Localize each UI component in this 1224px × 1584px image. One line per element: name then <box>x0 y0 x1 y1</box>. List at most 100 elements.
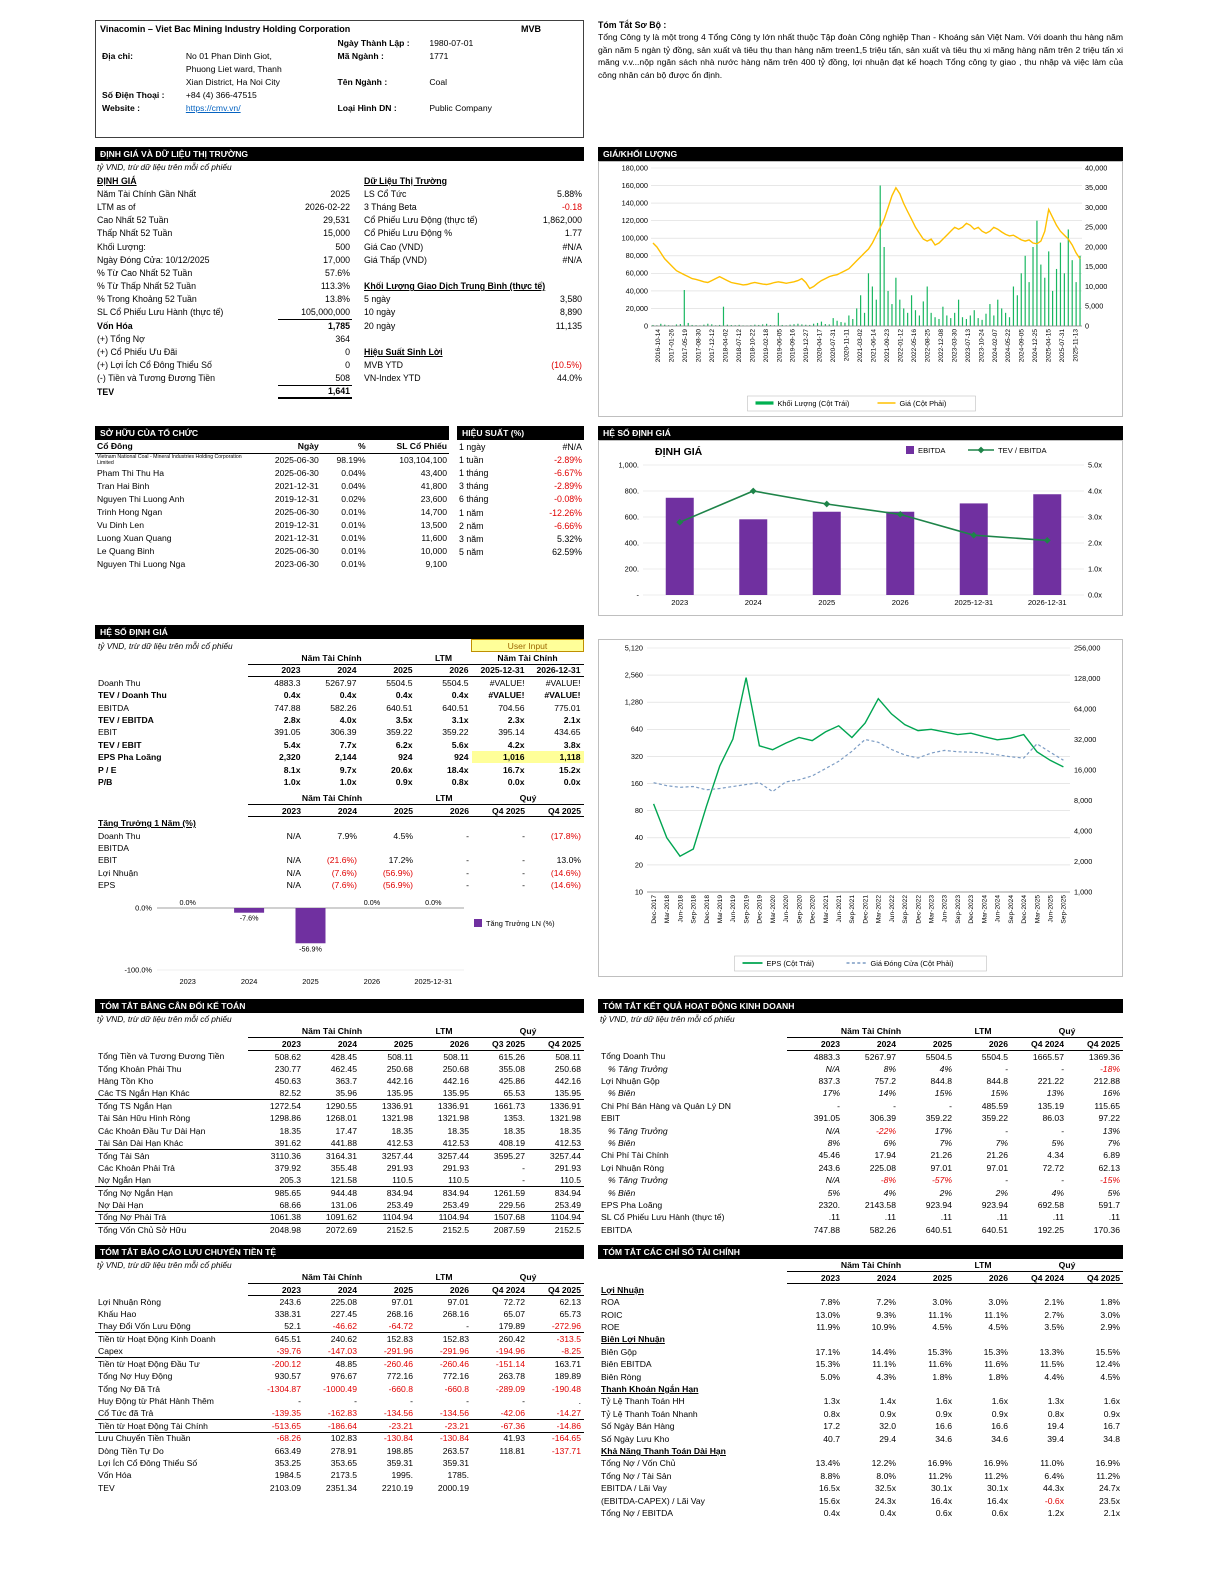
value-cell: 4883.3 <box>813 1051 840 1062</box>
column-header: 2025-12-31 <box>471 664 528 678</box>
kv-label: LTM as of <box>97 201 136 212</box>
value-cell: 1321.98 <box>437 1113 469 1124</box>
table-row: Các Khoản Phải Trả 379.92 355.48 291.93 291.… <box>95 1162 584 1174</box>
value-cell: 16.6 <box>991 1421 1008 1432</box>
value-cell: 4.5% <box>932 1322 952 1333</box>
svg-text:2021-09-23: 2021-09-23 <box>884 329 891 363</box>
column-header: 2023 <box>248 1037 304 1051</box>
table-row: Lợi Nhuận Gộp 837.3 757.2 844.8 844.8 221.22 2… <box>598 1075 1123 1087</box>
value-cell: 1298.86 <box>269 1113 301 1124</box>
row-label: % Biên <box>608 1088 636 1099</box>
row-label: Tổng Khoản Phải Thu <box>98 1063 182 1074</box>
value-cell: -660.8 <box>444 1383 469 1394</box>
value-cell: 260.42 <box>472 1332 528 1346</box>
spacer <box>95 664 248 676</box>
holding-date: 2021-12-31 <box>274 480 319 491</box>
kv-value: 1,641 <box>277 384 352 400</box>
table-row: Khấu Hao 338.31 227.45 268.16 268.16 65.07 65.… <box>95 1308 584 1320</box>
value-cell: 924 <box>398 752 413 763</box>
section-header-balance-sheet: TÓM TẮT BẢNG CÂN ĐỐI KẾ TOÁN <box>95 999 584 1014</box>
column-group-header: Năm Tài Chính <box>787 1258 955 1272</box>
svg-text:2,560: 2,560 <box>625 671 643 680</box>
income-statement-table: Năm Tài Chính LTM Quý 2023 2024 2025 2026 Q4 20… <box>598 1025 1123 1236</box>
kv-section-header: ĐỊNH GIÁ <box>97 175 137 186</box>
column-header: 2024 <box>304 804 360 818</box>
table-row: Lợi Nhuận Ròng 243.6 225.08 97.01 97.01 72.72… <box>95 1296 584 1308</box>
value-cell: -0.6x <box>1044 1495 1064 1506</box>
svg-text:Dec-2020: Dec-2020 <box>810 895 817 924</box>
value-cell: 65.53 <box>503 1088 525 1099</box>
value-cell: 16.9% <box>983 1458 1008 1469</box>
row-label: Tổng Tài Sản <box>95 1148 248 1162</box>
table-row: Lợi Nhuận Ròng 243.6 225.08 97.01 97.01 72.72… <box>598 1162 1123 1174</box>
value-cell: 118.81 <box>499 1445 525 1456</box>
value-cell: 3110.36 <box>248 1148 304 1162</box>
section-header-performance: HIỆU SUẤT (%) <box>457 426 584 440</box>
table-row: (EBITDA-CAPEX) / Lãi Vay 15.6x 24.3x 16.4x 1… <box>598 1494 1123 1506</box>
table-row: Tiền từ Hoạt Động Đầu Tư -200.12 48.85 -260… <box>95 1357 584 1371</box>
website-link[interactable]: https://cmv.vn/ <box>185 102 241 113</box>
row-label: Chi Phí Bán Hàng và Quản Lý DN <box>601 1100 731 1111</box>
table-row: Lợi Ích Cổ Đông Thiểu Số 353.25 353.65 359.… <box>95 1457 584 1469</box>
table-row: Số Ngày Lưu Kho 40.7 29.4 34.6 34.6 39.4 34.8 <box>598 1432 1123 1444</box>
column-group-header: Năm Tài Chính <box>247 651 416 665</box>
value-cell: -289.09 <box>495 1383 525 1394</box>
field-label <box>336 62 428 75</box>
svg-text:5.0x: 5.0x <box>1088 461 1102 470</box>
holding-date: 2019-12-31 <box>274 519 319 530</box>
value-cell: 391.05 <box>274 727 301 738</box>
field-label: Website : <box>102 102 141 113</box>
value-cell: - <box>1061 1063 1064 1074</box>
field-value: Public Company <box>429 102 492 113</box>
value-cell: (17.8%) <box>550 830 581 841</box>
value-cell: 13% <box>1102 1125 1120 1136</box>
row-label: Tổng Nợ / Vốn Chủ <box>601 1458 676 1469</box>
value-cell: - <box>522 1162 525 1173</box>
value-cell: 582.26 <box>330 702 357 713</box>
value-cell: 582.26 <box>869 1224 896 1235</box>
svg-text:2022-01-12: 2022-01-12 <box>897 329 904 363</box>
value-cell: 131.06 <box>330 1199 357 1210</box>
kv-label: 20 ngày <box>364 320 396 331</box>
value-cell: 32.0 <box>879 1421 896 1432</box>
value-cell: 0.9x <box>879 1408 896 1419</box>
value-cell: -272.96 <box>551 1321 581 1332</box>
holding-pct: 0.01% <box>341 545 366 556</box>
holding-shares: 41,800 <box>420 480 447 491</box>
holding-date: 2025-06-30 <box>274 545 319 556</box>
svg-text:2017-01-26: 2017-01-26 <box>669 329 676 363</box>
value-cell: 250.68 <box>442 1063 469 1074</box>
kv-value: -2.89% <box>554 481 582 492</box>
value-cell: 591.7 <box>1098 1199 1120 1210</box>
unit-note: tỷ VND, trừ dữ liệu trên mỗi cổ phiếu <box>97 1259 232 1270</box>
spacer <box>95 1271 248 1283</box>
value-cell: 462.45 <box>330 1063 357 1074</box>
value-cell <box>528 817 584 829</box>
value-cell: 135.19 <box>1037 1100 1064 1111</box>
column-header: 2026 <box>415 664 472 678</box>
value-cell: 359.22 <box>981 1113 1008 1124</box>
holding-pct: 0.01% <box>341 558 366 569</box>
value-cell: 985.65 <box>248 1185 304 1199</box>
kv-label: Vốn Hóa <box>97 320 133 331</box>
value-cell: 12.4% <box>1095 1359 1120 1370</box>
value-cell: 16.9% <box>1095 1458 1120 1469</box>
svg-text:Khối Lượng (Cột Trái): Khối Lượng (Cột Trái) <box>778 399 850 408</box>
value-cell: 757.2 <box>874 1076 896 1087</box>
field-value: Phuong Liet ward, Thanh <box>185 63 282 74</box>
value-cell: 640.51 <box>442 702 469 713</box>
value-cell: 5.4x <box>283 739 301 750</box>
svg-text:140,000: 140,000 <box>622 199 648 208</box>
row-label: Nợ Dài Hạn <box>98 1199 144 1210</box>
svg-text:Mar-2021: Mar-2021 <box>823 895 830 924</box>
table-row: Tổng Vốn Chủ Sở Hữu 2048.98 2072.69 2152.5 2… <box>95 1223 584 1236</box>
row-label: Khấu Hao <box>98 1309 137 1320</box>
value-cell: 3.5% <box>1044 1322 1064 1333</box>
value-cell: -190.48 <box>551 1383 581 1394</box>
value-cell: 3257.44 <box>528 1148 584 1162</box>
value-cell: 0.4x <box>823 1507 840 1518</box>
kv-label: % Trong Khoảng 52 Tuần <box>97 294 197 305</box>
svg-text:0.0%: 0.0% <box>135 904 152 913</box>
value-cell <box>843 1284 899 1296</box>
value-cell: -260.46 <box>416 1357 472 1371</box>
